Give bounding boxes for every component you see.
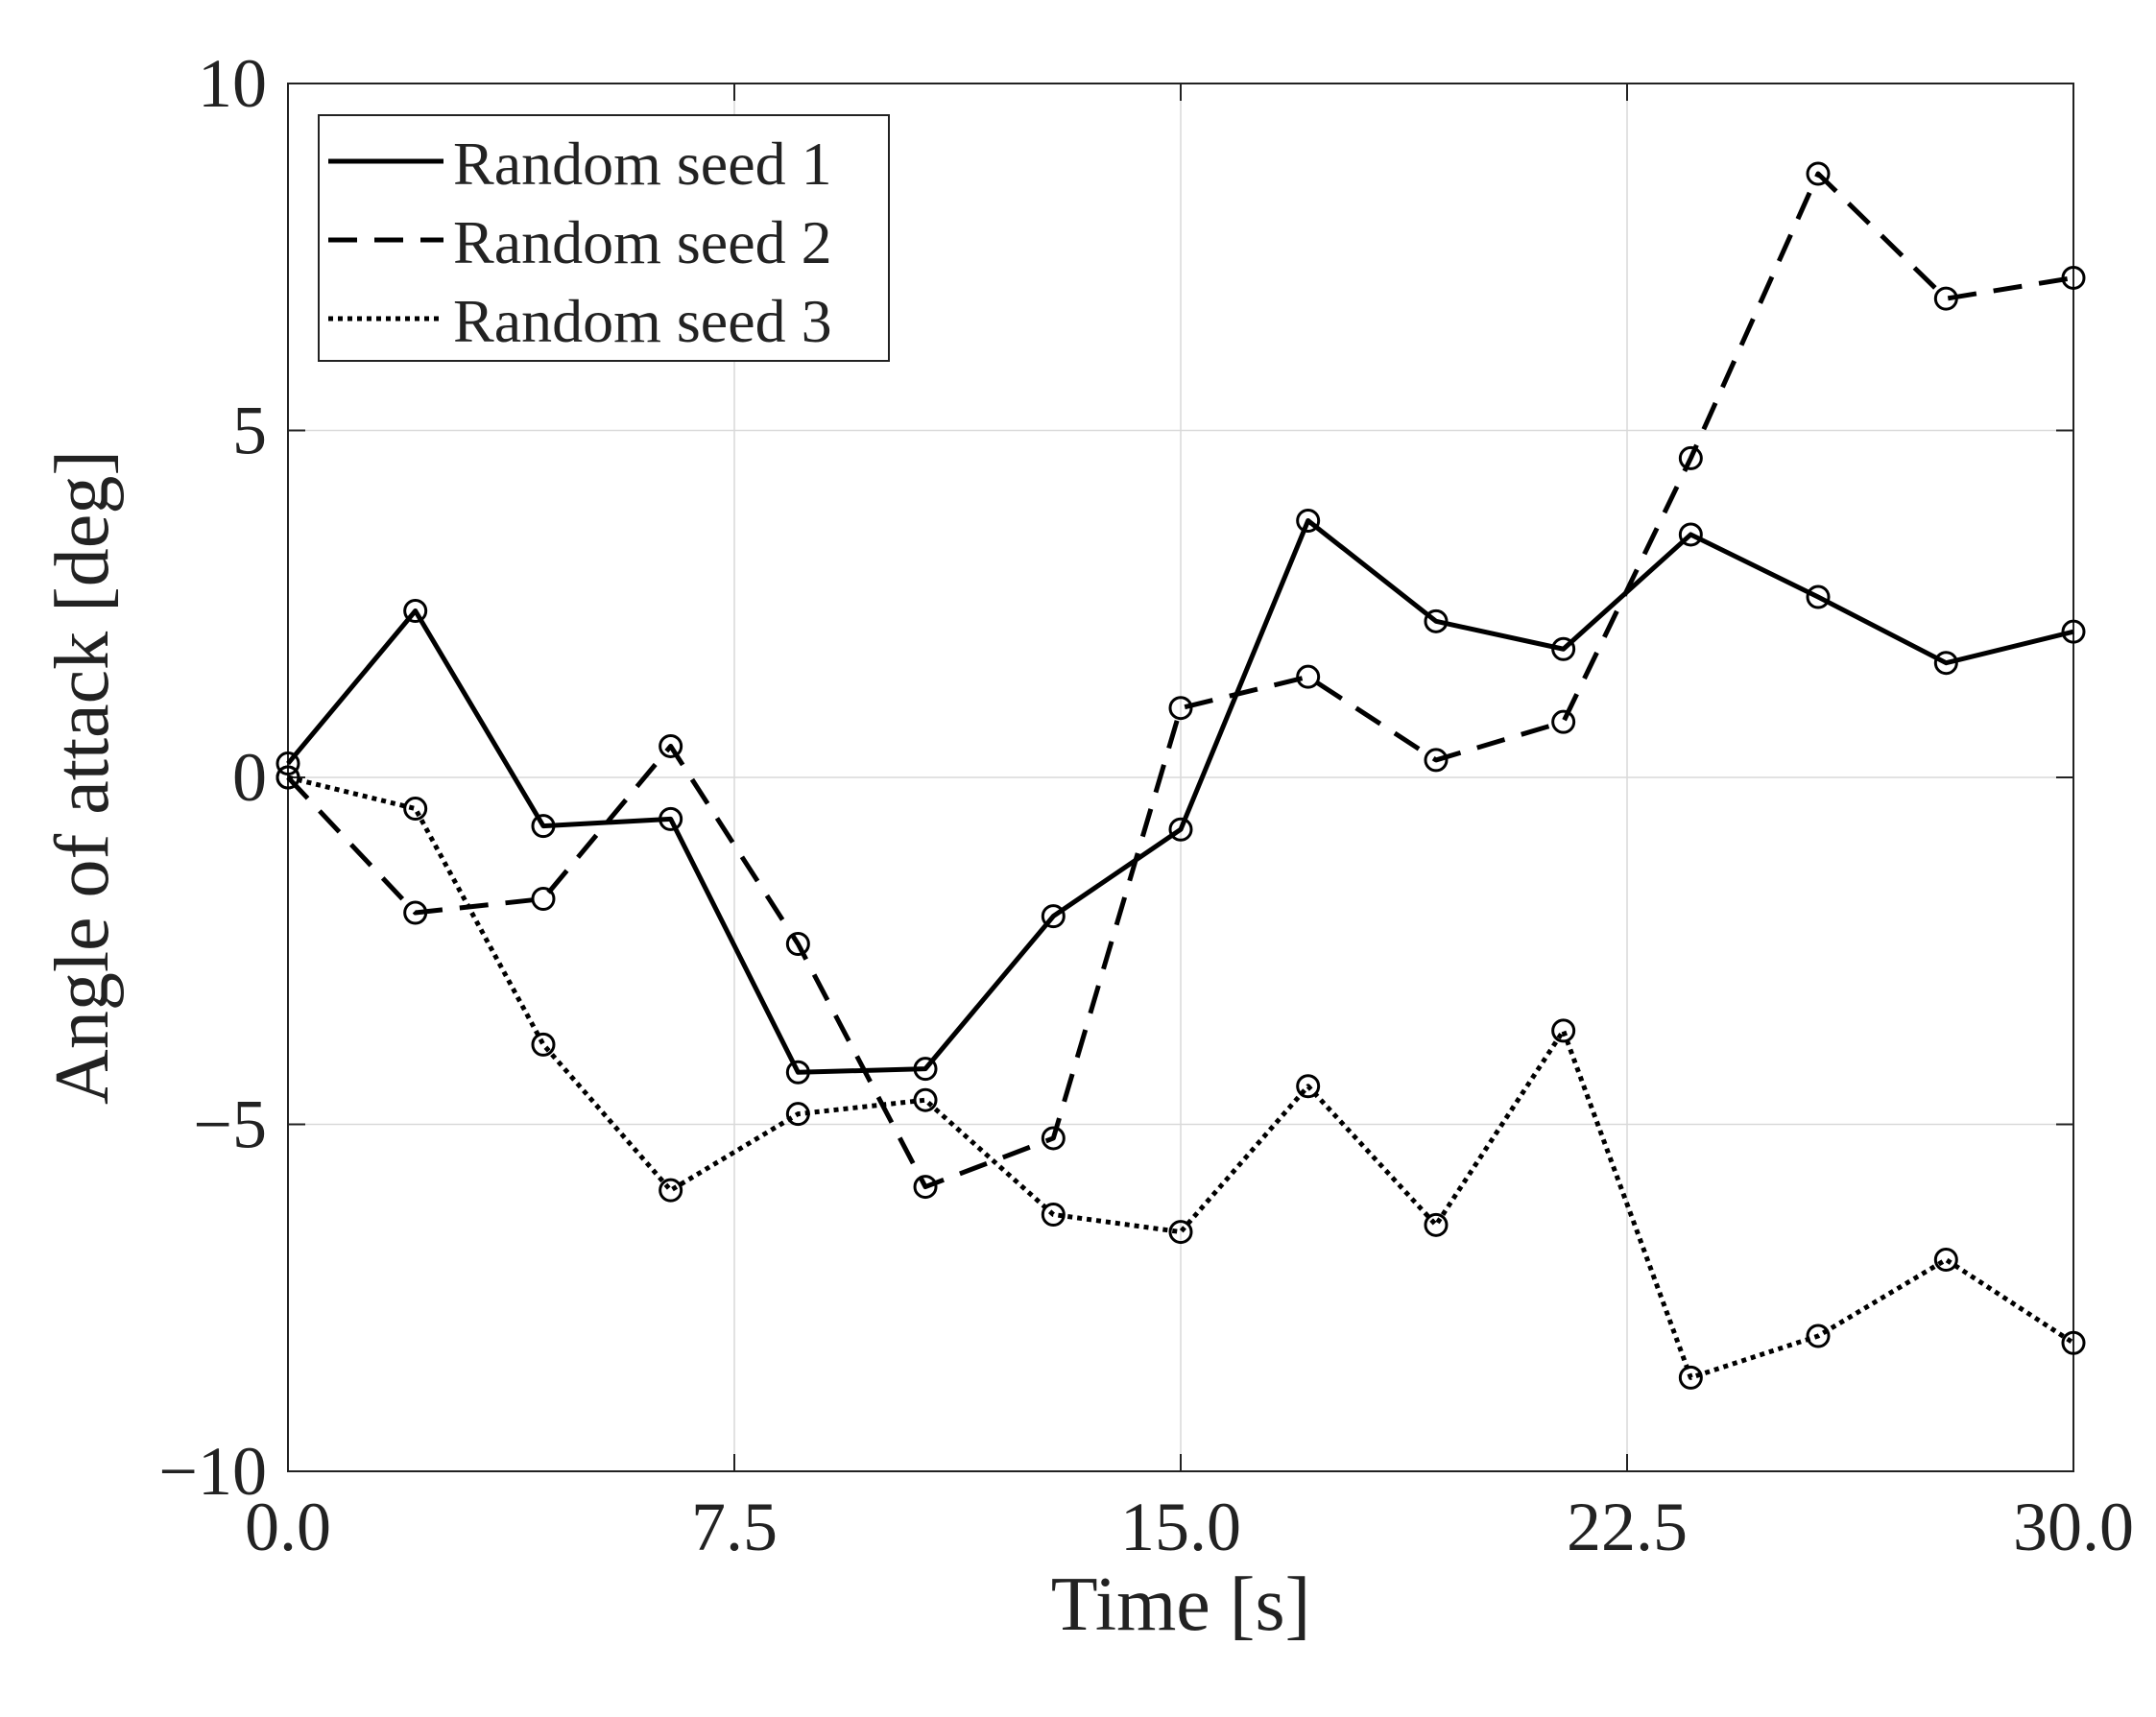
data-point-marker bbox=[2061, 619, 2086, 644]
data-point-marker bbox=[1041, 1202, 1066, 1227]
data-point-marker bbox=[659, 733, 683, 758]
data-point-marker bbox=[2061, 265, 2086, 290]
data-point-marker bbox=[1424, 608, 1449, 633]
data-point-marker bbox=[1933, 1247, 1958, 1272]
data-point-marker bbox=[659, 1178, 683, 1203]
series-line bbox=[287, 775, 2075, 1380]
data-point-marker bbox=[403, 598, 428, 623]
data-point-marker bbox=[1296, 1074, 1321, 1099]
data-point-marker bbox=[1806, 1324, 1831, 1348]
data-point-marker bbox=[1933, 286, 1958, 311]
data-point-marker bbox=[913, 1057, 938, 1082]
y-tick-label: −5 bbox=[193, 1086, 267, 1163]
series-1 bbox=[275, 508, 2086, 1085]
y-tick-label: 5 bbox=[232, 393, 267, 469]
data-point-marker bbox=[531, 1032, 556, 1057]
data-point-marker bbox=[1551, 709, 1576, 734]
series-2 bbox=[275, 161, 2086, 1200]
data-point-marker bbox=[1296, 664, 1321, 689]
data-point-marker bbox=[1424, 748, 1449, 773]
x-tick-label: 7.5 bbox=[691, 1489, 778, 1565]
series-lines bbox=[275, 161, 2086, 1390]
data-point-marker bbox=[1551, 636, 1576, 661]
y-tick-label: −10 bbox=[158, 1433, 267, 1510]
data-point-marker bbox=[1551, 1018, 1576, 1043]
y-axis-title: Angle of attack [deg] bbox=[40, 450, 125, 1105]
data-point-marker bbox=[1296, 508, 1321, 533]
data-point-marker bbox=[275, 765, 300, 790]
data-point-marker bbox=[1168, 1220, 1193, 1245]
data-point-marker bbox=[1933, 651, 1958, 676]
data-point-marker bbox=[1678, 1365, 1703, 1390]
series-line bbox=[286, 171, 2074, 1190]
legend-label-seed-1: Random seed 1 bbox=[453, 130, 832, 198]
legend-label-seed-2: Random seed 2 bbox=[453, 208, 832, 276]
data-point-marker bbox=[1678, 445, 1703, 470]
data-point-marker bbox=[403, 900, 428, 925]
x-axis-title: Time [s] bbox=[1051, 1562, 1310, 1647]
data-point-marker bbox=[785, 1060, 810, 1085]
x-tick-label: 15.0 bbox=[1120, 1489, 1241, 1565]
data-point-marker bbox=[275, 751, 300, 776]
series-line bbox=[286, 517, 2074, 1075]
data-point-marker bbox=[785, 1102, 810, 1127]
data-point-marker bbox=[2061, 1330, 2086, 1355]
series-3 bbox=[275, 765, 2086, 1390]
data-point-marker bbox=[531, 887, 556, 912]
y-tick-label: 10 bbox=[198, 45, 267, 122]
data-point-marker bbox=[785, 932, 810, 957]
data-point-marker bbox=[1168, 817, 1193, 842]
data-point-marker bbox=[913, 1087, 938, 1112]
data-point-marker bbox=[913, 1175, 938, 1200]
data-point-marker bbox=[1168, 696, 1193, 721]
data-point-marker bbox=[531, 814, 556, 839]
data-point-marker bbox=[659, 806, 683, 831]
legend-box bbox=[318, 114, 890, 362]
x-tick-label: 0.0 bbox=[245, 1489, 331, 1565]
data-point-marker bbox=[1806, 161, 1831, 186]
x-tick-label: 30.0 bbox=[2013, 1489, 2134, 1565]
legend-label-seed-3: Random seed 3 bbox=[453, 287, 832, 355]
data-point-marker bbox=[1041, 904, 1066, 929]
axis-ticks: 0.0 7.5 15.0 22.5 30.0 −10 −5 0 5 10 bbox=[158, 45, 2134, 1565]
data-point-marker bbox=[1806, 584, 1831, 609]
x-tick-label: 22.5 bbox=[1567, 1489, 1688, 1565]
data-point-marker bbox=[1678, 522, 1703, 547]
data-point-marker bbox=[1424, 1212, 1449, 1237]
data-point-marker bbox=[403, 797, 428, 822]
legend: Random seed 1 Random seed 2 Random seed … bbox=[318, 114, 890, 362]
y-tick-label: 0 bbox=[232, 739, 267, 816]
data-point-marker bbox=[1041, 1126, 1066, 1151]
